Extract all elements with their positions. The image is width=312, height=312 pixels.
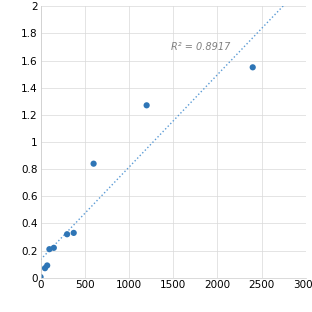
- Point: [250, 65, 255, 70]
- Point: [47, 247, 52, 252]
- Point: [51, 245, 56, 250]
- Point: [71, 230, 76, 235]
- Point: [42, 266, 47, 271]
- Point: [144, 103, 149, 108]
- Point: [45, 263, 50, 268]
- Text: R² = 0.8917: R² = 0.8917: [171, 42, 231, 52]
- Point: [38, 275, 43, 280]
- Point: [65, 232, 70, 237]
- Point: [91, 161, 96, 166]
